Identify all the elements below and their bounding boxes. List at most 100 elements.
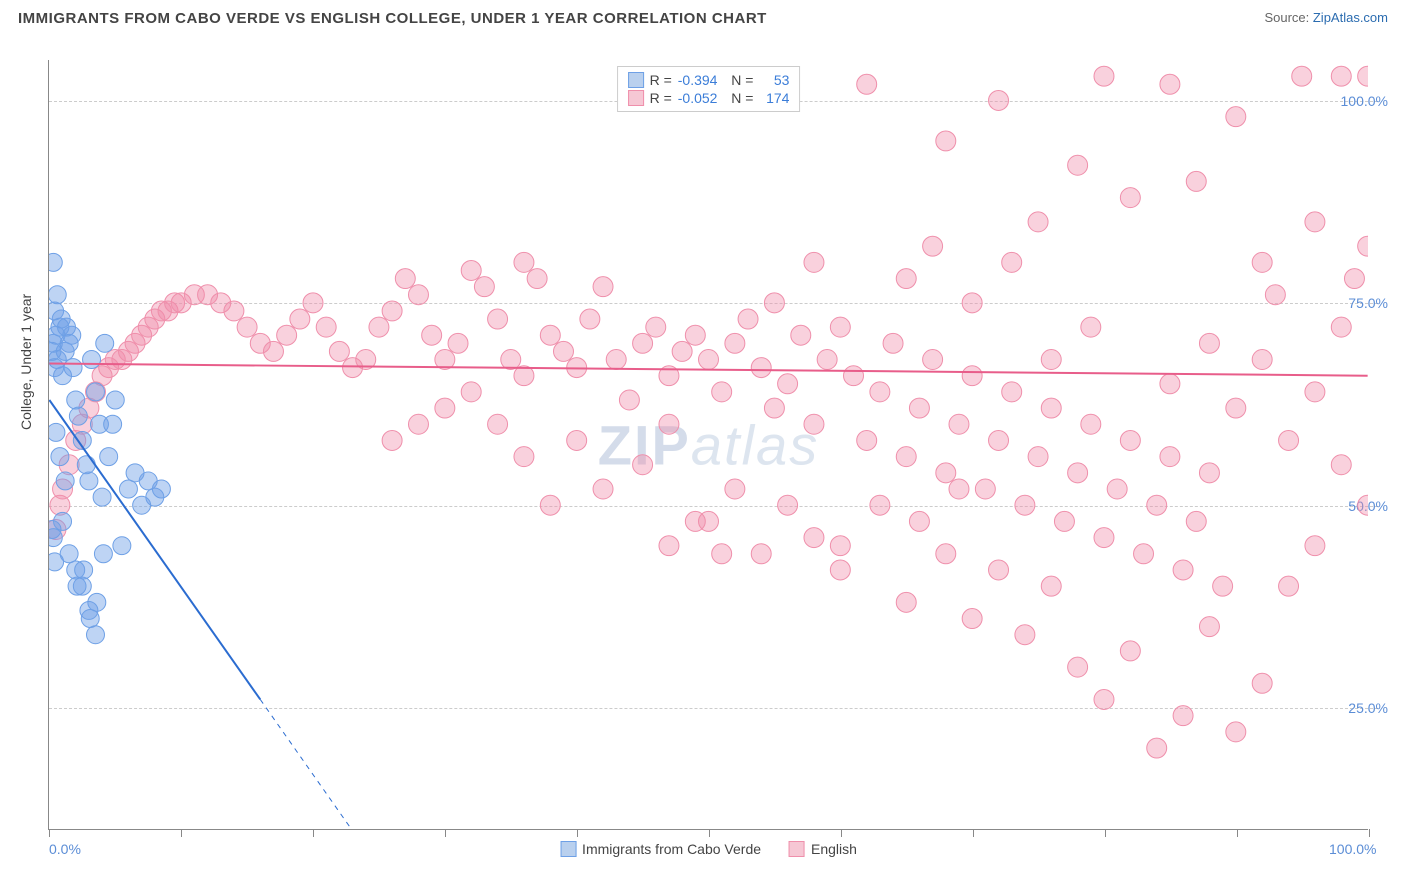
data-point xyxy=(1147,495,1167,515)
data-point xyxy=(791,325,811,345)
n-value-1: 174 xyxy=(759,90,789,106)
data-point xyxy=(1331,317,1351,337)
x-tick-label: 100.0% xyxy=(1329,841,1376,857)
data-point xyxy=(830,317,850,337)
data-point xyxy=(1331,66,1351,86)
data-point xyxy=(448,333,468,353)
r-label: R = xyxy=(650,90,672,106)
scatter-svg xyxy=(49,60,1368,829)
data-point xyxy=(1160,74,1180,94)
data-point xyxy=(725,479,745,499)
x-tick xyxy=(1105,829,1106,837)
data-point xyxy=(751,544,771,564)
data-point xyxy=(1094,66,1114,86)
data-point xyxy=(1173,706,1193,726)
x-tick xyxy=(973,829,974,837)
data-point xyxy=(883,333,903,353)
data-point xyxy=(527,269,547,289)
data-point xyxy=(69,407,87,425)
data-point xyxy=(1226,107,1246,127)
data-point xyxy=(382,301,402,321)
data-point xyxy=(1358,495,1368,515)
source-link[interactable]: ZipAtlas.com xyxy=(1313,10,1388,25)
data-point xyxy=(540,495,560,515)
source-prefix: Source: xyxy=(1264,10,1312,25)
data-point xyxy=(1265,285,1285,305)
data-point xyxy=(962,366,982,386)
data-point xyxy=(382,430,402,450)
data-point xyxy=(909,398,929,418)
data-point xyxy=(1081,414,1101,434)
data-point xyxy=(237,317,257,337)
x-tick xyxy=(181,829,182,837)
data-point xyxy=(461,260,481,280)
data-point xyxy=(764,293,784,313)
data-point xyxy=(1028,212,1048,232)
data-point xyxy=(1015,495,1035,515)
data-point xyxy=(764,398,784,418)
data-point xyxy=(87,383,105,401)
data-point xyxy=(49,253,62,271)
data-point xyxy=(303,293,323,313)
data-point xyxy=(113,537,131,555)
data-point xyxy=(778,374,798,394)
swatch-series-0-icon xyxy=(560,841,576,857)
data-point xyxy=(49,529,62,547)
data-point xyxy=(64,359,82,377)
data-point xyxy=(962,609,982,629)
data-point xyxy=(672,341,692,361)
x-tick xyxy=(49,829,50,837)
data-point xyxy=(830,536,850,556)
data-point xyxy=(1120,188,1140,208)
data-point xyxy=(1358,236,1368,256)
data-point xyxy=(501,350,521,370)
data-point xyxy=(1134,544,1154,564)
x-tick xyxy=(841,829,842,837)
data-point xyxy=(685,325,705,345)
x-tick-label: 0.0% xyxy=(49,841,81,857)
data-point xyxy=(1199,617,1219,637)
data-point xyxy=(514,252,534,272)
data-point xyxy=(104,415,122,433)
data-point xyxy=(975,479,995,499)
data-point xyxy=(488,309,508,329)
data-point xyxy=(593,277,613,297)
x-tick xyxy=(445,829,446,837)
data-point xyxy=(94,545,112,563)
swatch-series-0 xyxy=(628,72,644,88)
data-point xyxy=(1226,398,1246,418)
data-point xyxy=(56,472,74,490)
data-point xyxy=(725,333,745,353)
data-point xyxy=(1173,560,1193,580)
data-point xyxy=(857,74,877,94)
data-point xyxy=(844,366,864,386)
data-point xyxy=(1068,657,1088,677)
data-point xyxy=(804,252,824,272)
data-point xyxy=(699,350,719,370)
r-value-0: -0.394 xyxy=(678,72,718,88)
stats-row-series-0: R = -0.394 N = 53 xyxy=(628,71,790,89)
data-point xyxy=(1252,673,1272,693)
data-point xyxy=(659,536,679,556)
data-point xyxy=(100,448,118,466)
stats-row-series-1: R = -0.052 N = 174 xyxy=(628,89,790,107)
data-point xyxy=(93,488,111,506)
data-point xyxy=(567,430,587,450)
data-point xyxy=(152,480,170,498)
data-point xyxy=(870,495,890,515)
data-point xyxy=(1305,382,1325,402)
data-point xyxy=(633,333,653,353)
data-point xyxy=(554,341,574,361)
data-point xyxy=(1199,333,1219,353)
data-point xyxy=(606,350,626,370)
data-point xyxy=(461,382,481,402)
data-point xyxy=(83,351,101,369)
data-point xyxy=(646,317,666,337)
data-point xyxy=(81,610,99,628)
x-tick xyxy=(577,829,578,837)
data-point xyxy=(514,447,534,467)
data-point xyxy=(633,455,653,475)
header: IMMIGRANTS FROM CABO VERDE VS ENGLISH CO… xyxy=(0,0,1406,35)
series-legend: Immigrants from Cabo Verde English xyxy=(560,841,857,857)
data-point xyxy=(1094,689,1114,709)
